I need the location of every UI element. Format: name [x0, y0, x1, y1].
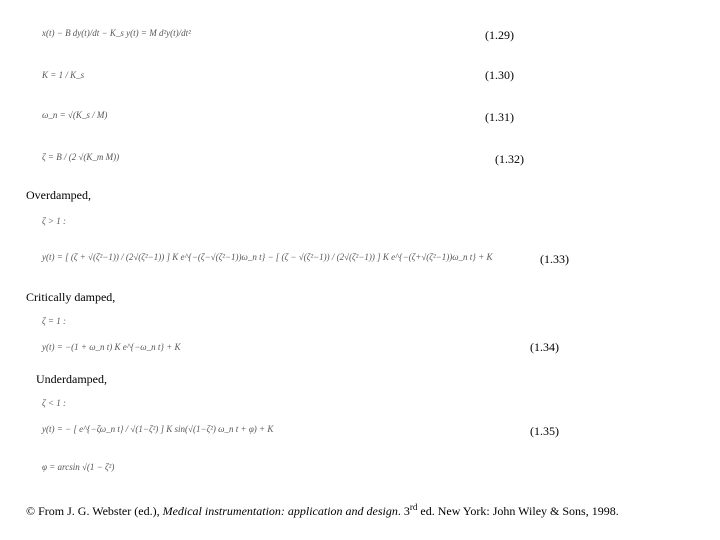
equation-number: (1.34): [530, 340, 559, 355]
condition-underdamped: ζ < 1 :: [42, 398, 66, 408]
equation-expr: x(t) − B dy(t)/dt − K_s y(t) = M d²y(t)/…: [42, 28, 191, 38]
equation-number: (1.32): [495, 152, 524, 167]
equation-expr: ω_n = √(K_s / M): [42, 110, 107, 120]
footer-suffix: ed. New York: John Wiley & Sons, 1998.: [417, 504, 618, 518]
equation-expr: ζ = B / (2 √(K_m M)): [42, 152, 119, 162]
equation-number: (1.31): [485, 110, 514, 125]
equation-expr: y(t) = − [ e^{−ζω_n t} / √(1−ζ²) ] K sin…: [42, 424, 273, 434]
footer-title: Medical instrumentation: application and…: [163, 504, 398, 518]
equation-number: (1.35): [530, 424, 559, 439]
equation-expr: K = 1 / K_s: [42, 70, 84, 80]
footer-edition-pre: . 3: [398, 504, 410, 518]
equation-expr: y(t) = −(1 + ω_n t) K e^{−ω_n t} + K: [42, 342, 181, 352]
page-root: x(t) − B dy(t)/dt − K_s y(t) = M d²y(t)/…: [0, 0, 720, 540]
footer-prefix: © From J. G. Webster (ed.),: [26, 504, 163, 518]
phi-definition: φ = arcsin √(1 − ζ²): [42, 462, 114, 472]
condition-critically-damped: ζ = 1 :: [42, 316, 66, 326]
equation-number: (1.29): [485, 28, 514, 43]
case-label-underdamped: Underdamped,: [36, 372, 107, 387]
footer-citation: © From J. G. Webster (ed.), Medical inst…: [26, 502, 619, 519]
case-label-critically-damped: Critically damped,: [26, 290, 115, 305]
equation-number: (1.33): [540, 252, 569, 267]
equation-expr: y(t) = [ (ζ + √(ζ²−1)) / (2√(ζ²−1)) ] K …: [42, 252, 492, 262]
case-label-overdamped: Overdamped,: [26, 188, 91, 203]
equation-number: (1.30): [485, 68, 514, 83]
condition-overdamped: ζ > 1 :: [42, 216, 66, 226]
